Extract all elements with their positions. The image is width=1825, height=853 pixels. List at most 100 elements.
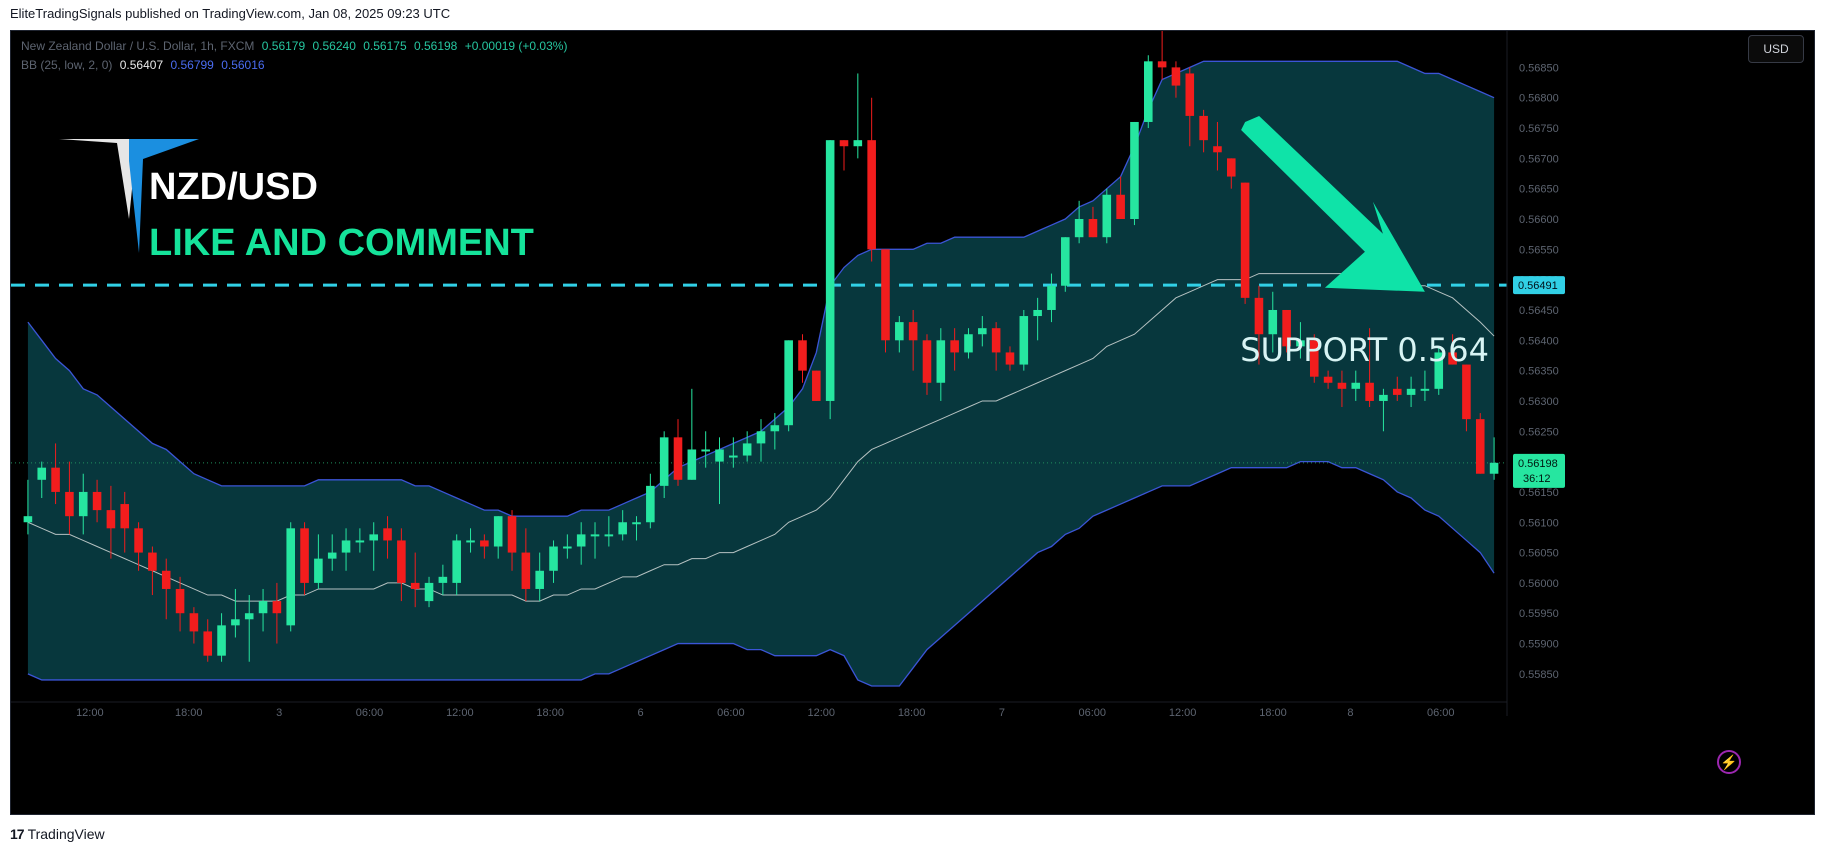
- candle-body: [1130, 121, 1139, 220]
- candle-body: [397, 540, 406, 583]
- candle-body: [1475, 419, 1485, 474]
- indicator-legend[interactable]: BB (25, low, 2, 0) 0.56407 0.56799 0.560…: [21, 58, 265, 72]
- chart-subtitle: LIKE AND COMMENT: [149, 222, 534, 264]
- candle-body: [480, 540, 489, 547]
- chart-frame[interactable]: NZD/USD LIKE AND COMMENT SUPPORT 0.564 0.55…: [10, 30, 1815, 815]
- candle-body: [1033, 309, 1042, 317]
- time-tick-label: 12:00: [807, 707, 835, 719]
- time-tick-label: 18:00: [175, 707, 203, 719]
- support-annotation: SUPPORT 0.564: [1240, 331, 1489, 369]
- candle-body: [812, 370, 821, 401]
- tradingview-logo-icon: 17: [10, 826, 25, 842]
- indicator-name: BB (25, low, 2, 0): [21, 58, 113, 72]
- price-tick-label: 0.56400: [1519, 335, 1559, 347]
- time-tick-label: 18:00: [898, 707, 926, 719]
- currency-button[interactable]: USD: [1748, 35, 1804, 63]
- last-price-tag: [1513, 453, 1565, 488]
- candle-body: [1489, 462, 1499, 474]
- candle-body: [549, 546, 558, 571]
- candle-body: [1019, 316, 1029, 365]
- symbol-legend[interactable]: New Zealand Dollar / U.S. Dollar, 1h, FX…: [21, 39, 567, 53]
- candle-body: [1199, 115, 1208, 141]
- brand-logo-left-icon: [59, 139, 191, 219]
- price-tick-label: 0.56700: [1519, 153, 1559, 165]
- bb-band-fill: [27, 61, 1495, 686]
- candle-body: [673, 437, 683, 480]
- time-tick-label: 06:00: [1427, 707, 1455, 719]
- candle-body: [881, 249, 890, 341]
- candle-body: [1337, 382, 1347, 389]
- candle-body: [563, 546, 572, 549]
- price-tick-label: 0.56250: [1519, 426, 1559, 438]
- candle-body: [576, 534, 586, 547]
- candle-body: [715, 449, 724, 462]
- candle-body: [729, 455, 738, 458]
- candle-body: [895, 322, 904, 341]
- candle-body: [244, 613, 254, 620]
- trend-arrow: [1241, 115, 1425, 292]
- time-tick-label: 7: [999, 707, 1005, 719]
- candle-body: [1420, 388, 1430, 391]
- candle-body: [148, 552, 157, 571]
- candle-body: [1309, 340, 1319, 377]
- candle-body: [189, 613, 199, 632]
- candle-body: [203, 631, 213, 656]
- time-tick-label: 06:00: [356, 707, 384, 719]
- candle-body: [1392, 388, 1402, 395]
- footer-brand[interactable]: 17 TradingView: [10, 826, 105, 842]
- candle-body: [23, 516, 33, 523]
- candle-body: [1171, 67, 1181, 86]
- candle-body: [1102, 194, 1112, 238]
- flash-icon[interactable]: ⚡: [1717, 750, 1741, 774]
- candle-body: [798, 340, 807, 371]
- candle-body: [1448, 352, 1457, 365]
- price-tick-label: 0.55950: [1519, 608, 1559, 620]
- price-tick-label: 0.56000: [1519, 578, 1559, 590]
- candle-body: [1323, 376, 1333, 383]
- candle-body: [300, 528, 309, 583]
- candle-body: [742, 443, 752, 456]
- candle-body: [922, 340, 932, 383]
- time-tick-label: 6: [637, 707, 643, 719]
- candle-body: [1365, 382, 1374, 401]
- candle-body: [1462, 364, 1471, 420]
- candle-body: [231, 619, 240, 626]
- candle-body: [1282, 309, 1291, 347]
- candle-body: [1226, 158, 1236, 177]
- candle-body: [950, 340, 959, 353]
- price-tick-label: 0.56050: [1519, 548, 1559, 560]
- candle-body: [1379, 394, 1388, 401]
- candle-body: [383, 528, 392, 541]
- time-tick-label: 18:00: [1259, 707, 1287, 719]
- candle-body: [1088, 219, 1098, 238]
- candle-body: [161, 570, 171, 589]
- price-tick-label: 0.56600: [1519, 214, 1559, 226]
- candle-body: [535, 570, 544, 589]
- candle-body: [327, 552, 337, 559]
- bb-lower-line: [27, 460, 1495, 687]
- time-tick-label: 18:00: [536, 707, 564, 719]
- time-tick-label: 8: [1347, 707, 1353, 719]
- price-tick-label: 0.56150: [1519, 487, 1559, 499]
- candle-body: [964, 334, 973, 353]
- candle-body: [1406, 388, 1416, 395]
- candle-body: [659, 437, 669, 486]
- indicator-basis-value: 0.56407: [119, 58, 164, 72]
- candle-body: [175, 588, 185, 614]
- support-price-tag: [1513, 276, 1565, 295]
- time-tick-label: 06:00: [1079, 707, 1107, 719]
- candle-body: [1047, 285, 1056, 310]
- candle-body: [646, 485, 655, 523]
- candle-body: [867, 140, 876, 250]
- candle-body: [1116, 194, 1125, 220]
- price-tick-label: 0.56850: [1519, 62, 1559, 74]
- candle-body: [1005, 352, 1015, 365]
- candle-body: [341, 540, 351, 553]
- indicator-lower-value: 0.56016: [221, 58, 265, 72]
- time-tick-label: 3: [276, 707, 282, 719]
- candle-body: [65, 491, 74, 517]
- candle-body: [936, 340, 946, 383]
- candle-body: [521, 552, 531, 589]
- chart-svg[interactable]: NZD/USD LIKE AND COMMENT SUPPORT 0.564 0.55…: [11, 31, 1816, 816]
- legend-close: 0.56198: [413, 39, 458, 53]
